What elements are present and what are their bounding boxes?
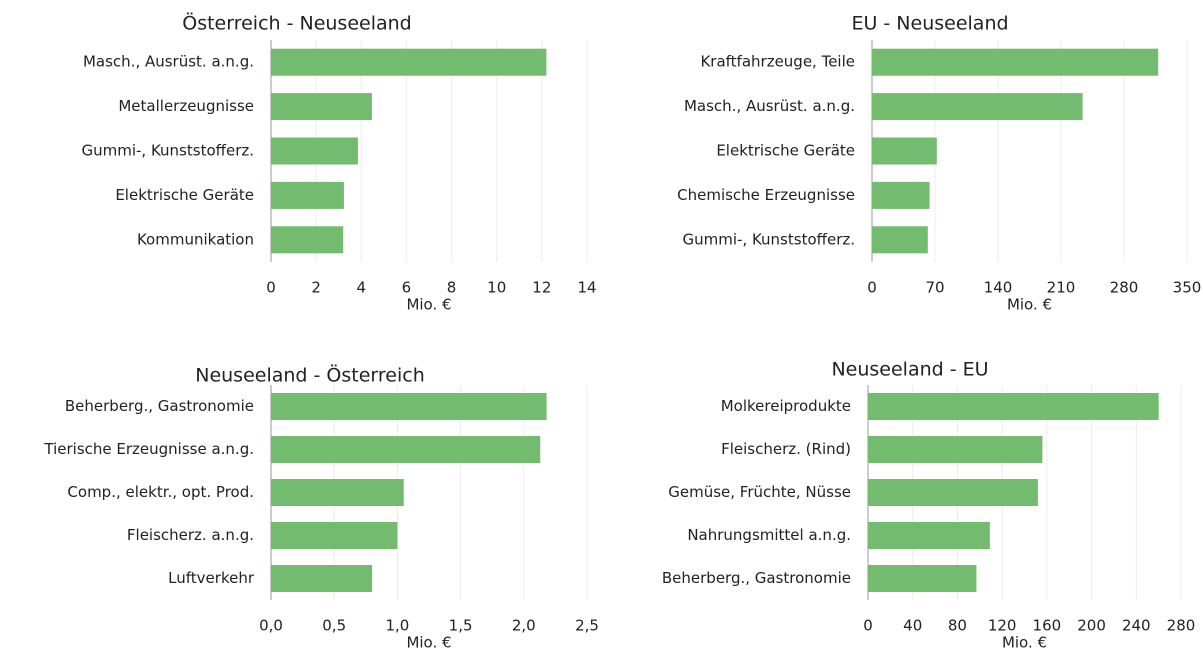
bar bbox=[868, 436, 1043, 463]
bar bbox=[271, 522, 398, 549]
x-tick-label: 280 bbox=[1110, 279, 1139, 297]
x-axis-label: Mio. € bbox=[1007, 296, 1052, 314]
x-axis-label: Mio. € bbox=[406, 296, 451, 314]
chart-title: Österreich - Neuseeland bbox=[182, 12, 412, 35]
bar bbox=[872, 48, 1159, 76]
x-tick-label: 70 bbox=[925, 279, 944, 297]
x-tick-label: 1,5 bbox=[449, 617, 473, 635]
bar bbox=[271, 93, 372, 121]
x-tick-label: 280 bbox=[1167, 617, 1196, 635]
bar bbox=[271, 393, 547, 420]
y-tick-label: Elektrische Geräte bbox=[115, 186, 254, 204]
bar bbox=[271, 181, 344, 209]
x-tick-label: 80 bbox=[948, 617, 967, 635]
y-tick-label: Gummi-, Kunststofferz. bbox=[682, 230, 855, 248]
y-tick-label: Nahrungsmittel a.n.g. bbox=[687, 526, 851, 544]
y-tick-label: Kraftfahrzeuge, Teile bbox=[700, 53, 855, 71]
x-tick-label: 6 bbox=[402, 279, 412, 297]
chart-title: EU - Neuseeland bbox=[851, 13, 1008, 35]
y-tick-label: Fleischerz. (Rind) bbox=[721, 440, 851, 458]
y-tick-label: Gummi-, Kunststofferz. bbox=[81, 142, 254, 160]
bar bbox=[271, 48, 547, 76]
bar bbox=[271, 479, 404, 506]
x-tick-label: 200 bbox=[1077, 617, 1106, 635]
bar bbox=[271, 226, 344, 254]
x-tick-label: 350 bbox=[1173, 279, 1202, 297]
y-tick-label: Kommunikation bbox=[137, 230, 254, 248]
bar bbox=[271, 565, 373, 592]
y-tick-label: Masch., Ausrüst. a.n.g. bbox=[83, 53, 254, 71]
x-tick-label: 0 bbox=[863, 617, 873, 635]
bar bbox=[868, 565, 977, 592]
bar bbox=[868, 479, 1038, 506]
x-tick-label: 2,0 bbox=[512, 617, 536, 635]
y-tick-label: Beherberg., Gastronomie bbox=[662, 569, 851, 587]
x-axis-label: Mio. € bbox=[406, 634, 451, 652]
y-tick-label: Elektrische Geräte bbox=[716, 142, 855, 160]
x-tick-label: 8 bbox=[447, 279, 457, 297]
x-tick-label: 10 bbox=[487, 279, 506, 297]
x-tick-label: 12 bbox=[532, 279, 551, 297]
x-tick-label: 0,0 bbox=[259, 617, 283, 635]
x-tick-label: 160 bbox=[1033, 617, 1062, 635]
bar bbox=[868, 393, 1159, 420]
y-tick-label: Chemische Erzeugnisse bbox=[677, 186, 855, 204]
x-tick-label: 14 bbox=[577, 279, 596, 297]
bar bbox=[271, 137, 358, 165]
x-tick-label: 2,5 bbox=[575, 617, 599, 635]
x-tick-label: 210 bbox=[1047, 279, 1076, 297]
chart-title: Neuseeland - Österreich bbox=[195, 364, 425, 387]
x-tick-label: 0,5 bbox=[322, 617, 346, 635]
x-tick-label: 4 bbox=[357, 279, 367, 297]
x-tick-label: 120 bbox=[988, 617, 1017, 635]
bar bbox=[271, 436, 541, 463]
x-tick-label: 40 bbox=[903, 617, 922, 635]
bar bbox=[872, 226, 928, 254]
bar bbox=[872, 93, 1083, 121]
chart-title: Neuseeland - EU bbox=[831, 359, 988, 381]
x-axis-label: Mio. € bbox=[1002, 634, 1047, 652]
x-tick-label: 2 bbox=[311, 279, 321, 297]
x-tick-label: 140 bbox=[984, 279, 1013, 297]
bar bbox=[872, 137, 937, 165]
x-tick-label: 240 bbox=[1122, 617, 1151, 635]
y-tick-label: Metallerzeugnisse bbox=[118, 97, 254, 115]
y-tick-label: Fleischerz. a.n.g. bbox=[127, 526, 254, 544]
y-tick-label: Comp., elektr., opt. Prod. bbox=[67, 483, 254, 501]
y-tick-label: Molkereiprodukte bbox=[721, 397, 851, 415]
y-tick-label: Luftverkehr bbox=[168, 569, 255, 587]
x-tick-label: 0 bbox=[266, 279, 276, 297]
y-tick-label: Tierische Erzeugnisse a.n.g. bbox=[43, 440, 254, 458]
y-tick-label: Gemüse, Früchte, Nüsse bbox=[668, 483, 851, 501]
y-tick-label: Masch., Ausrüst. a.n.g. bbox=[684, 97, 855, 115]
bar bbox=[872, 181, 930, 209]
y-tick-label: Beherberg., Gastronomie bbox=[65, 397, 254, 415]
bar bbox=[868, 522, 990, 549]
x-tick-label: 1,0 bbox=[385, 617, 409, 635]
x-tick-label: 0 bbox=[867, 279, 877, 297]
